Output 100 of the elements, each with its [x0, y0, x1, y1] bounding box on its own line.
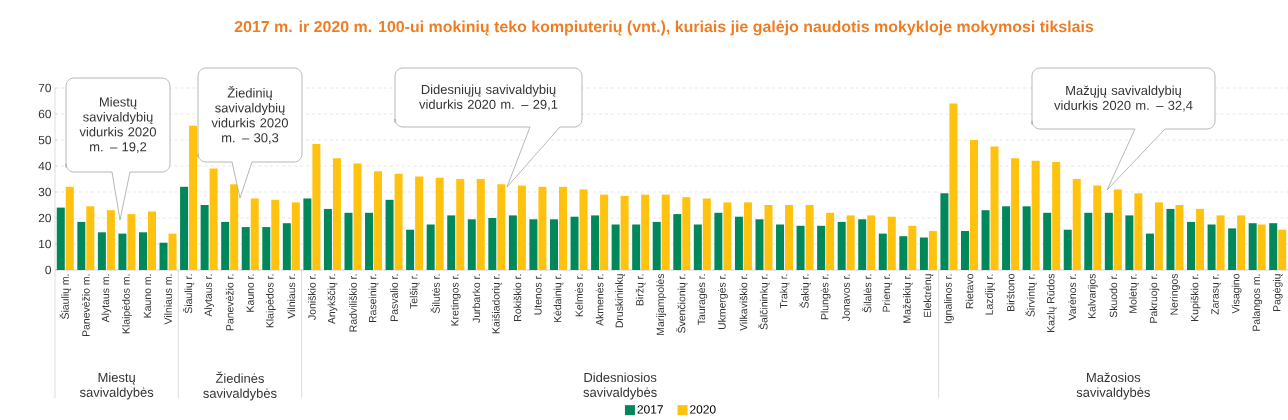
x-tick-label: Panevėžio m. [81, 274, 90, 337]
bar [332, 158, 341, 270]
x-tick-label: Šilalės r. [862, 274, 872, 313]
x-tick-label: Pakruojo r. [1149, 274, 1160, 323]
x-tick-label: Kretingos r. [450, 274, 461, 326]
x-tick-label: Kelmės r. [575, 274, 583, 317]
x-tick-label: Ignalinos r. [944, 274, 954, 324]
bar [230, 184, 239, 270]
bar [846, 215, 855, 270]
annotation: Miestų savivaldybių vidurkis 2020 m. – 19,2 [79, 97, 156, 153]
bar [118, 233, 127, 270]
bar [549, 219, 558, 270]
x-tick-label: Pagėgių [1272, 274, 1283, 312]
annotation: Žiedinių savivaldybių vidurkis 2020 m. – 30,3 [211, 86, 288, 144]
bar [271, 199, 280, 270]
x-tick-label: Panevėžio r. [225, 274, 234, 331]
bar [538, 186, 547, 270]
bar [1043, 212, 1052, 270]
bar [1113, 189, 1122, 270]
x-tick-label: Visagino [1231, 273, 1242, 314]
bar [1002, 206, 1011, 270]
bar [837, 221, 846, 270]
x-tick-label: Alytaus r. [204, 274, 215, 317]
y-tick-label: 60 [38, 109, 52, 119]
bar [517, 185, 526, 270]
text: Miestų savivaldybės [79, 372, 154, 400]
x-tick-label: Šiaulių r. [182, 274, 195, 314]
bar [1175, 205, 1184, 270]
annotation: Didesniųjų savivaldybių vidurkis 2020 m. – 29,1 [419, 84, 558, 111]
bar [262, 227, 271, 270]
bar [1278, 229, 1287, 270]
x-tick-label: Utenos r. [534, 274, 542, 315]
x-tick-label: Neringos [1170, 273, 1180, 315]
bar [1216, 215, 1225, 270]
bar [990, 146, 999, 270]
bar [426, 224, 435, 270]
bar [189, 125, 198, 270]
bar [826, 212, 835, 270]
bar [1154, 202, 1163, 270]
x-tick-label: Kėdainių r. [553, 274, 564, 323]
bar [1125, 215, 1134, 270]
bar [127, 214, 136, 270]
bar [1237, 215, 1246, 270]
bar [456, 179, 465, 270]
x-tick-label: Telšių r. [409, 274, 420, 309]
bar [365, 212, 374, 270]
bar [1207, 224, 1216, 270]
x-tick-label: Švenčionių r. [676, 274, 688, 333]
bar [447, 215, 456, 270]
bar [1134, 193, 1143, 270]
bar [673, 214, 682, 270]
x-tick-label: Ukmergės r. [718, 274, 728, 330]
x-tick-label: Tauragės r. [697, 274, 708, 326]
x-tick-label: Kaišiadorių r. [491, 274, 502, 334]
x-tick-label: Kazlų Rūdos [1046, 273, 1057, 332]
bar [1269, 223, 1278, 270]
bar [406, 229, 415, 270]
bar [415, 176, 424, 270]
bar [77, 221, 86, 270]
x-tick-label: Šakių r. [799, 274, 811, 308]
bar [312, 143, 321, 270]
bar [394, 173, 403, 270]
bar [714, 212, 723, 270]
text: Mažosios savivaldybės [1076, 372, 1150, 400]
bar [776, 224, 785, 270]
bar [949, 103, 958, 270]
bar [723, 202, 732, 270]
bar [919, 237, 928, 270]
y-tick-label: 0 [45, 265, 52, 275]
bar [682, 197, 691, 270]
bar [969, 140, 978, 270]
bar [147, 211, 156, 270]
bar [1093, 185, 1102, 270]
x-tick-label: Joniškio r. [308, 274, 316, 320]
x-tick-label: Kauno m. [143, 274, 152, 318]
bar [168, 233, 177, 270]
bar [940, 193, 949, 270]
bar [641, 194, 650, 270]
bar [1084, 212, 1093, 270]
bar [579, 189, 588, 270]
x-tick-label: Šalčininkų r. [758, 274, 770, 330]
bar [785, 205, 794, 270]
bar [323, 208, 332, 270]
bar [1166, 208, 1175, 270]
bar [508, 215, 517, 270]
y-tick-label: 20 [38, 213, 52, 223]
bar [867, 215, 876, 270]
chart-title: 2017 m. ir 2020 m. 100-ui mokinių teko kompiuterių (vnt.), kuriais jie galėjo naudotis mokykloje mokymosi tikslais [234, 20, 1094, 36]
bar [1257, 224, 1266, 270]
x-tick-label: Vilkaviškio r. [739, 274, 748, 331]
bar [106, 210, 115, 270]
bar [960, 231, 969, 270]
x-tick-label: Šiaulių m. [59, 274, 71, 319]
legend-label: 2020 [690, 405, 716, 414]
x-tick-label: Palangos m. [1252, 274, 1263, 331]
y-tick-label: 70 [38, 83, 52, 93]
bar [764, 205, 773, 270]
bar [353, 163, 362, 270]
bar [1072, 179, 1081, 270]
bar [620, 195, 629, 270]
